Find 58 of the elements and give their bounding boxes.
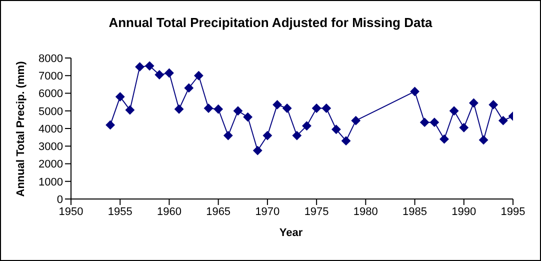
point xyxy=(332,124,341,134)
point xyxy=(204,104,214,113)
point xyxy=(174,104,184,114)
point xyxy=(450,106,459,116)
x-tick-label: 1975 xyxy=(304,206,329,218)
point xyxy=(194,71,204,80)
point xyxy=(116,92,125,102)
chart-title: Annual Total Precipitation Adjusted for Missing Data xyxy=(108,15,434,30)
point xyxy=(459,123,468,132)
x-tick-label: 1965 xyxy=(206,206,231,218)
point xyxy=(430,118,439,127)
point xyxy=(420,118,430,127)
point xyxy=(253,146,262,156)
x-tick-label: 1970 xyxy=(255,206,280,218)
y-tick-label: 8000 xyxy=(38,52,63,65)
point xyxy=(145,61,154,70)
point xyxy=(262,131,272,140)
y-tick-label: 0 xyxy=(56,194,63,206)
point xyxy=(488,100,498,110)
point xyxy=(312,104,322,113)
point xyxy=(292,131,302,140)
y-tick-label: 1000 xyxy=(38,176,63,188)
point xyxy=(214,104,223,114)
x-tick-label: 1950 xyxy=(58,206,84,218)
point xyxy=(154,70,164,80)
point xyxy=(302,121,312,130)
y-tick-label: 2000 xyxy=(38,158,63,171)
point xyxy=(135,62,144,72)
x-tick-label: 1995 xyxy=(500,206,526,218)
point xyxy=(469,98,478,108)
point xyxy=(243,112,252,122)
x-tick-label: 1955 xyxy=(108,206,132,218)
point xyxy=(479,135,488,144)
y-tick-label: 7000 xyxy=(38,70,63,83)
x-tick-label: 1980 xyxy=(353,206,378,218)
point xyxy=(106,120,115,130)
point xyxy=(184,83,194,92)
point xyxy=(351,116,360,126)
y-tick-label: 3000 xyxy=(38,141,63,154)
point xyxy=(498,116,508,126)
x-tick-label: 1985 xyxy=(402,206,428,218)
point xyxy=(125,105,134,114)
x-tick-label: 1990 xyxy=(452,206,476,218)
x-tick-label: 1960 xyxy=(156,206,182,218)
point xyxy=(233,106,242,116)
point xyxy=(342,136,351,146)
y-tick-label: 4000 xyxy=(38,123,63,136)
point xyxy=(322,104,331,113)
y-axis-title: Annual Total Precip. (mm) xyxy=(15,61,27,197)
point xyxy=(440,134,449,144)
y-tick-label: 5000 xyxy=(38,106,63,118)
x-axis-title: Year xyxy=(278,227,304,239)
point xyxy=(272,100,282,110)
point xyxy=(164,68,174,78)
point xyxy=(410,86,420,96)
point xyxy=(282,104,292,113)
point xyxy=(224,131,233,140)
y-tick-label: 6000 xyxy=(38,88,63,100)
